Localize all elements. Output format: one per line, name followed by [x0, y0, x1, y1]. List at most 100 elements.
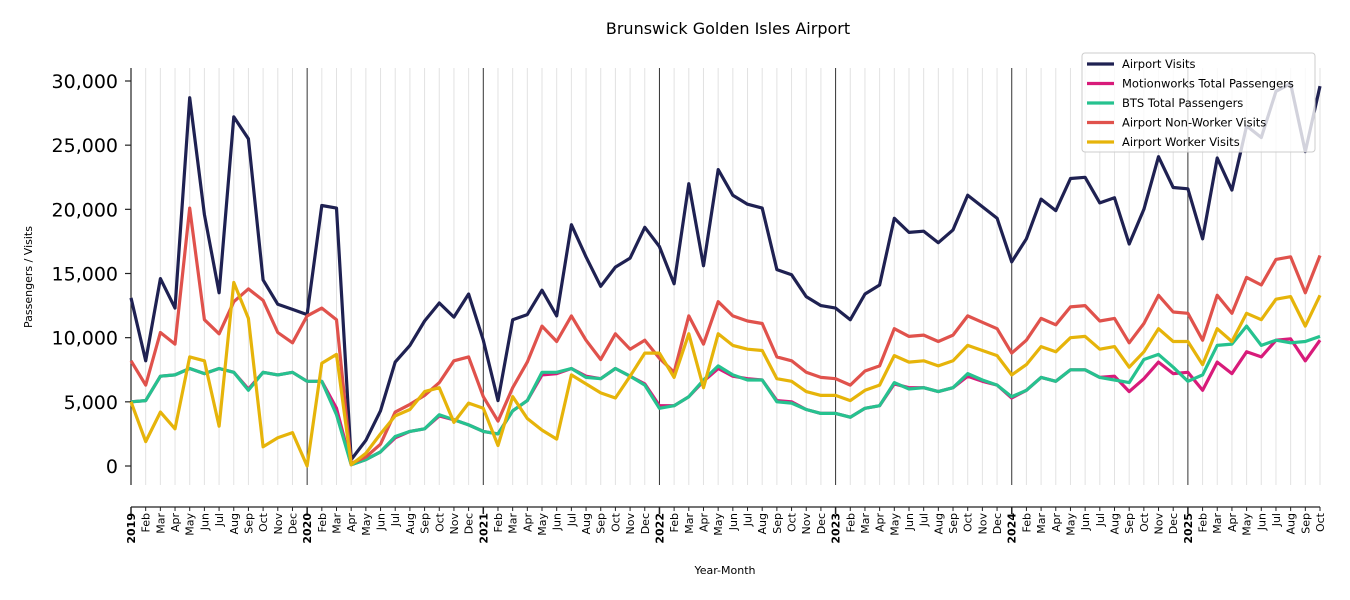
- x-tick-month-label: Jul: [1094, 513, 1107, 527]
- series-line-airport-worker-visits: [129, 280, 1322, 468]
- x-tick-month-label: Mar: [507, 513, 520, 534]
- x-tick-month-label: Sep: [419, 513, 432, 534]
- x-tick-month-label: Jun: [198, 513, 211, 531]
- x-tick-year-label: 2020: [301, 513, 314, 544]
- x-tick-month-label: Sep: [1123, 513, 1136, 534]
- x-tick-month-label: Jul: [742, 513, 755, 527]
- x-tick-month-label: Oct: [609, 512, 622, 532]
- x-tick-year-label: 2019: [125, 513, 138, 544]
- x-tick-month-label: Sep: [595, 513, 608, 534]
- x-tick-month-label: May: [184, 513, 197, 536]
- series-line-airport-non-worker-visits: [129, 206, 1322, 465]
- y-tick-label: 30,000: [52, 71, 118, 93]
- x-tick-month-label: Oct: [433, 512, 446, 532]
- y-tick-label: 0: [106, 456, 118, 478]
- x-tick-month-label: Nov: [1153, 513, 1166, 535]
- x-tick-month-label: Sep: [947, 513, 960, 534]
- x-tick-month-label: Sep: [771, 513, 784, 534]
- x-tick-month-label: Apr: [169, 513, 182, 533]
- x-tick-month-label: Apr: [697, 513, 710, 533]
- x-tick-month-label: Jul: [565, 513, 578, 527]
- legend-box: [1081, 52, 1316, 153]
- legend: Airport Visits Motionworks Total Passenge…: [1081, 52, 1316, 153]
- y-tick-label: 20,000: [52, 199, 118, 221]
- x-tick-month-label: Feb: [1197, 513, 1210, 532]
- x-tick-month-label: Aug: [932, 513, 945, 534]
- x-tick-month-label: Feb: [1020, 513, 1033, 532]
- x-tick-month-label: Oct: [962, 512, 975, 532]
- x-tick-month-label: Aug: [580, 513, 593, 534]
- x-tick-month-label: Jun: [375, 513, 388, 531]
- x-tick-month-label: Apr: [874, 513, 887, 533]
- x-tick-month-label: Jun: [551, 513, 564, 531]
- x-tick-month-label: Jul: [1270, 513, 1283, 527]
- x-tick-month-label: Feb: [492, 513, 505, 532]
- chart-title: Brunswick Golden Isles Airport: [606, 19, 850, 38]
- x-tick-year-label: 2023: [830, 513, 843, 544]
- x-tick-month-label: Feb: [140, 513, 153, 532]
- x-tick-month-label: Oct: [786, 512, 799, 532]
- x-tick-month-label: Nov: [272, 513, 285, 535]
- x-tick-month-label: Oct: [257, 512, 270, 532]
- x-tick-month-label: Mar: [154, 513, 167, 534]
- x-tick-month-label: May: [1064, 513, 1077, 536]
- x-tick-month-label: Mar: [683, 513, 696, 534]
- x-tick-month-label: Dec: [1167, 513, 1180, 534]
- y-axis-label: Passengers / Visits: [22, 226, 35, 328]
- x-tick-month-label: Jun: [1079, 513, 1092, 531]
- x-tick-month-label: May: [1241, 513, 1254, 536]
- x-tick-month-label: Nov: [624, 513, 637, 535]
- x-tick-month-label: Feb: [668, 513, 681, 532]
- legend-entry: Airport Visits: [1122, 57, 1196, 71]
- x-tick-year-label: 2021: [477, 513, 490, 544]
- x-tick-month-label: Aug: [756, 513, 769, 534]
- x-tick-month-label: Jul: [213, 513, 226, 527]
- x-tick-month-label: Dec: [991, 513, 1004, 534]
- y-tick-label: 10,000: [52, 328, 118, 350]
- legend-entry: Airport Worker Visits: [1122, 135, 1240, 149]
- y-tick-label: 5,000: [64, 392, 118, 414]
- x-tick-month-label: Apr: [1226, 513, 1239, 533]
- y-tick-label: 15,000: [52, 264, 118, 286]
- x-tick-month-label: Apr: [1050, 513, 1063, 533]
- x-tick-month-label: Oct: [1314, 512, 1327, 532]
- x-tick-month-label: Aug: [1285, 513, 1298, 534]
- x-tick-month-label: Dec: [286, 513, 299, 534]
- x-tick-month-label: Mar: [331, 513, 344, 534]
- x-tick-month-label: Mar: [859, 513, 872, 534]
- x-tick-month-label: Apr: [345, 513, 358, 533]
- legend-entry: Airport Non-Worker Visits: [1122, 116, 1266, 130]
- x-tick-month-label: Aug: [1108, 513, 1121, 534]
- legend-entry: Motionworks Total Passengers: [1122, 77, 1294, 91]
- series-line-bts-total-passengers: [130, 324, 1321, 467]
- x-tick-month-label: Oct: [1138, 512, 1151, 532]
- x-tick-month-label: Sep: [1299, 513, 1312, 534]
- x-tick-month-label: Mar: [1211, 513, 1224, 534]
- x-tick-month-label: Mar: [1035, 513, 1048, 534]
- x-tick-month-label: May: [536, 513, 549, 536]
- x-tick-month-label: Feb: [316, 513, 329, 532]
- legend-entry: BTS Total Passengers: [1122, 96, 1243, 110]
- x-tick-month-label: Jul: [918, 513, 931, 527]
- series-line-airport-visits: [129, 81, 1322, 462]
- x-tick-year-label: 2025: [1182, 513, 1195, 544]
- x-tick-month-label: Apr: [521, 513, 534, 533]
- x-tick-month-label: Aug: [404, 513, 417, 534]
- x-tick-year-label: 2022: [653, 513, 666, 544]
- x-tick-month-label: Dec: [815, 513, 828, 534]
- x-tick-month-label: May: [360, 513, 373, 536]
- x-tick-month-label: Jul: [389, 513, 402, 527]
- x-tick-month-label: May: [888, 513, 901, 536]
- y-tick-label: 25,000: [52, 135, 118, 157]
- x-tick-month-label: Nov: [448, 513, 461, 535]
- x-tick-month-label: Jun: [1255, 513, 1268, 531]
- x-tick-month-label: Dec: [463, 513, 476, 534]
- x-tick-month-label: Jun: [727, 513, 740, 531]
- x-tick-month-label: Sep: [242, 513, 255, 534]
- x-tick-month-label: Dec: [639, 513, 652, 534]
- x-tick-month-label: Jun: [903, 513, 916, 531]
- x-tick-month-label: Nov: [976, 513, 989, 535]
- x-tick-month-label: May: [712, 513, 725, 536]
- x-tick-month-label: Feb: [844, 513, 857, 532]
